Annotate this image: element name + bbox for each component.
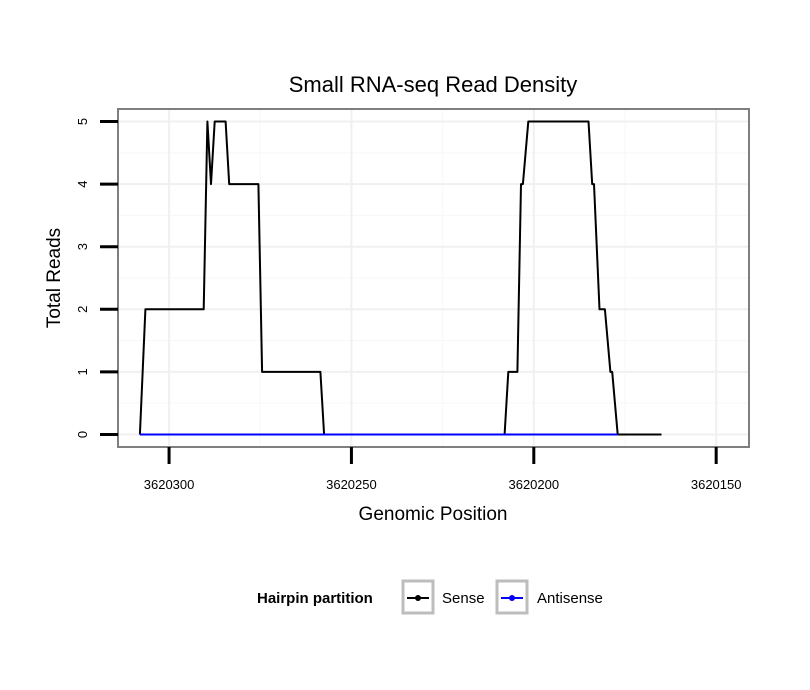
y-tick-label: 3 <box>75 243 90 250</box>
series-layer <box>138 120 662 436</box>
y-tick-label: 0 <box>75 431 90 438</box>
legend-key-antisense-dot <box>509 595 515 601</box>
x-tick-label: 3620250 <box>326 477 377 492</box>
legend-label-antisense: Antisense <box>537 590 603 607</box>
y-tick-label: 4 <box>75 180 90 187</box>
x-tick-label: 3620200 <box>508 477 559 492</box>
legend-key-sense-dot <box>415 595 421 601</box>
legend-label-sense: Sense <box>442 590 485 607</box>
y-tick-label: 2 <box>75 306 90 313</box>
x-axis-title: Genomic Position <box>359 504 508 525</box>
legend: Hairpin partition Sense Antisense <box>257 579 603 615</box>
y-axis-title: Total Reads <box>44 228 65 328</box>
chart-title: Small RNA-seq Read Density <box>289 72 578 97</box>
x-tick-label: 3620300 <box>144 477 195 492</box>
x-tick-label: 3620150 <box>691 477 742 492</box>
y-tick-label: 1 <box>75 368 90 375</box>
plot-border <box>117 108 750 448</box>
legend-title: Hairpin partition <box>257 590 373 607</box>
series-line-sense <box>138 120 662 436</box>
y-tick-label: 5 <box>75 118 90 125</box>
y-axis: 0 1 2 3 4 5 <box>75 118 118 438</box>
x-axis: 3620300 3620250 3620200 3620150 <box>144 447 742 492</box>
